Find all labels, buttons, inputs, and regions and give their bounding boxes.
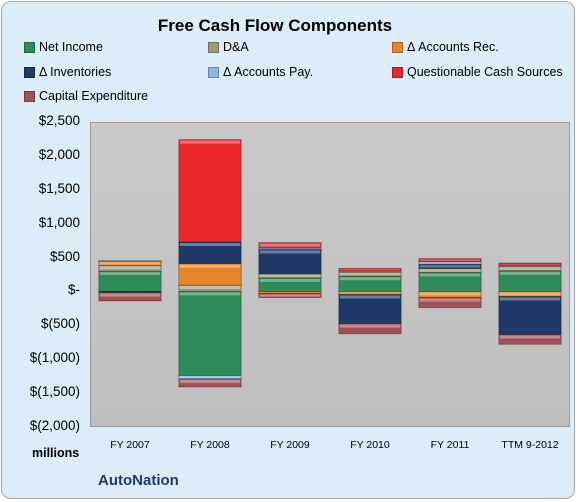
y-tick-label: $2,500 <box>38 113 80 128</box>
bar-segment-highlight <box>339 324 401 328</box>
legend-item: D&A <box>208 40 249 54</box>
plot-area <box>90 122 570 427</box>
legend-item: Δ Accounts Pay. <box>208 65 313 79</box>
bar-segment-highlight <box>499 335 561 339</box>
bar-segment <box>98 290 162 293</box>
x-tick-label: FY 2011 <box>430 439 470 451</box>
bar-segment <box>258 290 322 294</box>
bar-segment-highlight <box>419 292 481 296</box>
legend-swatch <box>208 66 219 78</box>
bar-segment-highlight <box>259 274 321 277</box>
bar-segment <box>178 139 242 243</box>
bar-segment <box>258 247 322 250</box>
bar-segment <box>98 260 162 263</box>
y-tick-label: $(1,500) <box>29 384 80 400</box>
legend-label: Questionable Cash Sources <box>407 65 563 79</box>
bar-segment-highlight <box>419 269 481 272</box>
legend-item: Δ Inventories <box>24 65 111 79</box>
y-tick-label: $500 <box>49 248 80 264</box>
legend-item: Capital Expenditure <box>24 89 148 103</box>
bar-segment <box>258 293 322 298</box>
bar-segment <box>178 378 242 388</box>
legend-item: Net Income <box>24 40 103 54</box>
y-tick-label: $- <box>67 282 80 298</box>
bar-segment <box>498 334 562 345</box>
bar-segment-highlight <box>499 267 561 270</box>
bar-segment <box>98 292 162 302</box>
legend-swatch <box>24 66 35 78</box>
bar-segment-highlight <box>339 292 401 294</box>
bar-segment <box>178 241 242 265</box>
x-tick-label: FY 2010 <box>350 439 390 451</box>
bar-segment-highlight <box>259 294 321 297</box>
legend-label: Δ Inventories <box>39 65 112 79</box>
bar-segment <box>338 267 402 272</box>
legend-label: Δ Accounts Pay. <box>223 65 314 79</box>
bar-segment-highlight <box>419 259 481 261</box>
bar-segment-highlight <box>339 295 401 299</box>
bar-segment-highlight <box>179 292 241 296</box>
y-tick-label: $(500) <box>40 316 80 332</box>
x-tick-label: TTM 9-2012 <box>501 439 559 451</box>
bar-segment <box>498 296 562 335</box>
x-tick-label: FY 2007 <box>110 439 150 451</box>
bar-segment <box>258 248 322 275</box>
legend-swatch <box>208 41 219 53</box>
bar-segment <box>338 294 402 325</box>
y-tick-label: $1,000 <box>38 214 80 230</box>
bar-segment-highlight <box>179 140 241 144</box>
bar-segment-highlight <box>179 376 241 378</box>
bar-segment-highlight <box>339 269 401 271</box>
bar-segment-highlight <box>99 266 161 270</box>
bar-segment-highlight <box>419 262 481 264</box>
bar-segment-highlight <box>99 293 161 297</box>
legend-label: Net Income <box>39 40 103 54</box>
bar-segment-highlight <box>499 292 561 296</box>
legend-swatch <box>392 66 403 78</box>
legend-label: Capital Expenditure <box>39 89 149 103</box>
y-tick-label: $1,500 <box>38 180 80 196</box>
bar-segment-highlight <box>259 243 321 247</box>
bar-segment-highlight <box>179 286 241 289</box>
bar-segment-highlight <box>179 243 241 246</box>
x-tick-label: FY 2008 <box>190 439 230 451</box>
bar-segment-highlight <box>179 379 241 383</box>
legend-label: D&A <box>223 40 249 54</box>
y-tick-label: $2,000 <box>38 146 80 162</box>
company-name: AutoNation <box>98 472 179 489</box>
x-tick-label: FY 2009 <box>270 439 310 451</box>
legend-swatch <box>24 90 35 102</box>
bar-segment-highlight <box>259 250 321 254</box>
bar-segment-highlight <box>339 277 401 281</box>
y-tick-label: $(1,000) <box>29 350 80 366</box>
bar-segment-highlight <box>419 273 481 277</box>
legend-item: Questionable Cash Sources <box>392 65 563 79</box>
bar-segment-highlight <box>339 273 401 276</box>
legend-label: Δ Accounts Rec. <box>407 40 499 54</box>
bar-segment-highlight <box>259 278 321 282</box>
bar-segment-highlight <box>499 271 561 275</box>
bar-segment <box>338 323 402 335</box>
units-label: millions <box>32 446 80 460</box>
bar-segment <box>258 242 322 249</box>
bar-segment <box>418 258 482 263</box>
y-tick-label: $(2,000) <box>29 418 80 433</box>
chart-title: Free Cash Flow Components <box>157 16 393 35</box>
bar-segment-highlight <box>99 272 161 276</box>
legend-item: Δ Accounts Rec. <box>392 40 499 54</box>
bar-segment <box>498 262 562 266</box>
legend-swatch <box>392 41 403 53</box>
bar-segment-highlight <box>419 265 481 268</box>
bar-segment <box>418 297 482 309</box>
legend-swatch <box>24 41 35 53</box>
bar-segment-highlight <box>99 262 161 265</box>
bar-segment <box>178 290 242 376</box>
bar-segment-highlight <box>179 264 241 268</box>
bar-segment-highlight <box>419 298 481 302</box>
bar-segment-highlight <box>499 297 561 301</box>
